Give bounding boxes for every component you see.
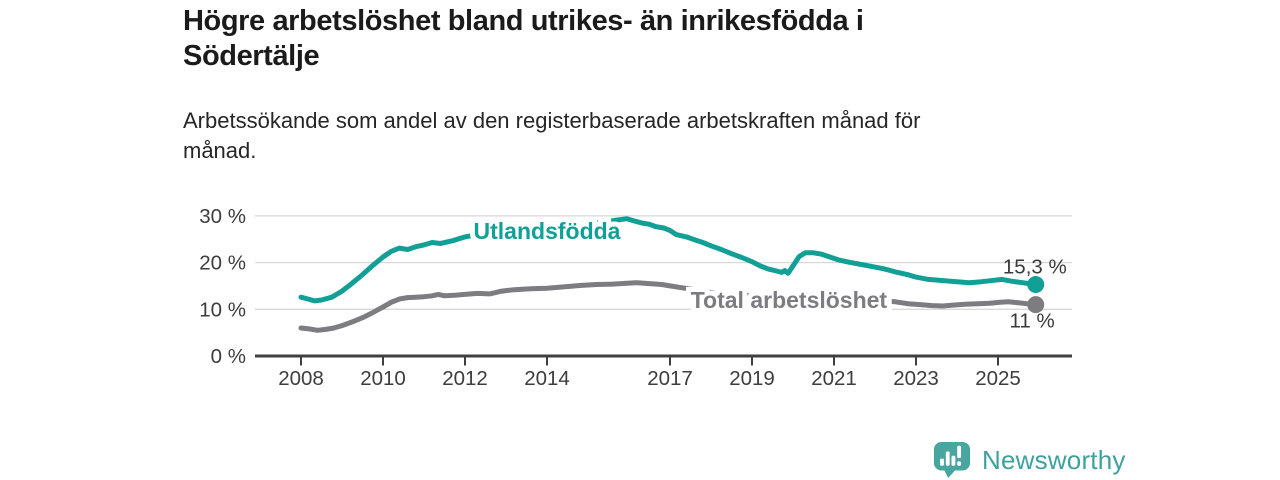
page-title: Högre arbetslöshet bland utrikes- än inr… <box>183 5 864 72</box>
bar-chart-speech-bubble-icon <box>933 441 971 479</box>
x-axis-tick-label: 2012 <box>442 367 488 390</box>
series-end-value-label: 15,3 % <box>1003 256 1067 279</box>
y-axis-tick-label: 30 % <box>199 205 246 228</box>
x-axis-tick-label: 2017 <box>647 367 693 390</box>
series-line-utlandsf-dda <box>298 216 1039 304</box>
chart-subtitle: Arbetssökande som andel av den registerb… <box>183 108 921 163</box>
y-axis-tick-label: 10 % <box>199 298 246 321</box>
series-line-total-arbetsl-shet <box>298 280 1039 333</box>
series-end-value-label: 11 % <box>1010 310 1055 333</box>
x-axis-tick-label: 2008 <box>278 367 324 390</box>
x-axis-tick-label: 2014 <box>524 367 570 390</box>
series-end-dot <box>1027 296 1045 314</box>
newsworthy-wordmark: Newsworthy <box>982 444 1126 475</box>
x-axis-tick-label: 2025 <box>975 367 1021 390</box>
x-axis-tick-label: 2023 <box>893 367 939 390</box>
x-axis-tick-label: 2021 <box>811 367 857 390</box>
x-axis-tick-label: 2019 <box>729 367 775 390</box>
series-label: Total arbetslöshet <box>691 287 888 313</box>
series-end-dot <box>1027 276 1045 294</box>
x-axis-tick-label: 2010 <box>360 367 406 390</box>
newsworthy-logo: Newsworthy <box>933 440 1126 480</box>
y-axis-tick-label: 0 % <box>211 345 246 368</box>
y-axis-tick-label: 20 % <box>199 252 246 275</box>
series-label: Utlandsfödda <box>474 218 621 244</box>
